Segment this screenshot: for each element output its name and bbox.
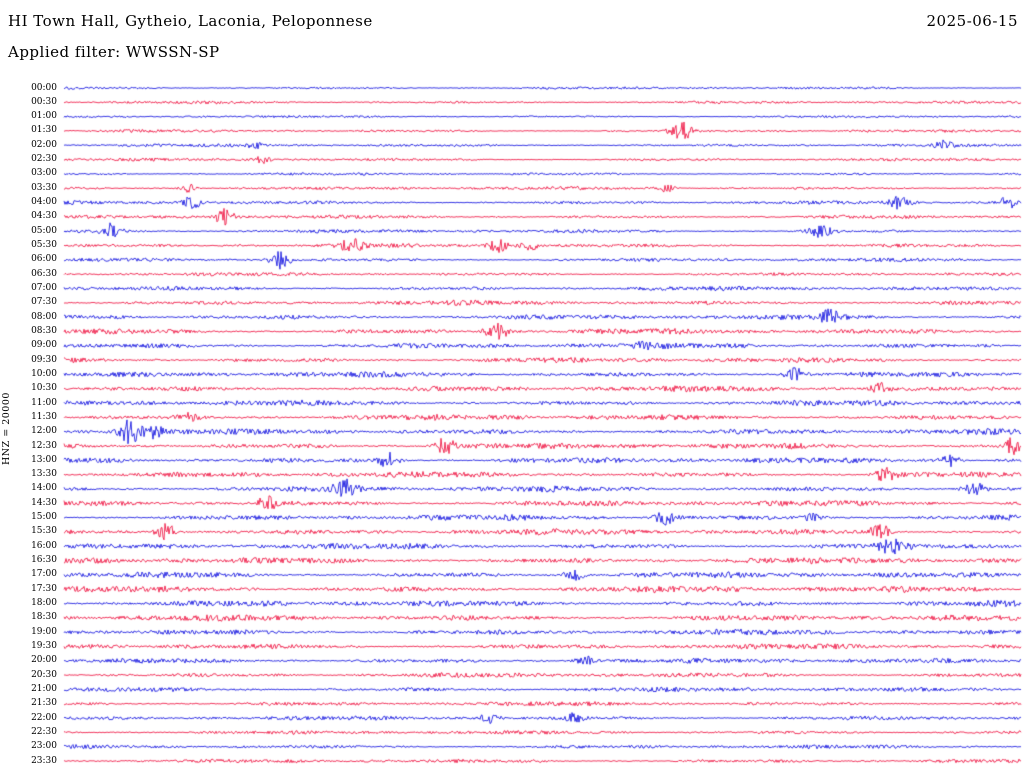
time-label: 07:00	[31, 282, 57, 293]
time-label: 02:30	[31, 154, 57, 165]
time-label: 12:00	[31, 426, 57, 437]
time-label: 20:30	[31, 669, 57, 680]
time-label: 09:00	[31, 340, 57, 351]
time-label: 20:00	[31, 655, 57, 666]
time-label: 22:00	[31, 712, 57, 723]
time-label: 15:30	[31, 526, 57, 537]
time-label: 05:30	[31, 240, 57, 251]
time-label: 10:00	[31, 368, 57, 379]
time-label: 01:30	[31, 125, 57, 136]
time-label: 10:30	[31, 383, 57, 394]
time-label: 07:30	[31, 297, 57, 308]
time-label: 03:00	[31, 168, 57, 179]
time-label: 11:30	[31, 411, 57, 422]
time-label: 03:30	[31, 182, 57, 193]
time-label: 15:00	[31, 512, 57, 523]
time-label: 19:30	[31, 640, 57, 651]
time-label: 06:00	[31, 254, 57, 265]
time-label: 02:00	[31, 139, 57, 150]
time-label: 13:00	[31, 454, 57, 465]
time-label: 17:30	[31, 583, 57, 594]
time-label: 00:30	[31, 96, 57, 107]
time-label: 23:30	[31, 755, 57, 766]
time-label: 04:30	[31, 211, 57, 222]
time-label: 11:00	[31, 397, 57, 408]
time-label: 08:00	[31, 311, 57, 322]
time-label: 04:00	[31, 197, 57, 208]
time-label: 13:30	[31, 469, 57, 480]
time-label: 19:00	[31, 626, 57, 637]
time-label: 00:00	[31, 82, 57, 93]
time-label: 23:00	[31, 741, 57, 752]
time-label: 18:30	[31, 612, 57, 623]
time-label: 01:00	[31, 111, 57, 122]
time-label: 16:30	[31, 555, 57, 566]
time-label: 14:30	[31, 497, 57, 508]
time-label: 05:00	[31, 225, 57, 236]
time-label: 08:30	[31, 325, 57, 336]
time-label: 14:00	[31, 483, 57, 494]
time-label: 17:00	[31, 569, 57, 580]
time-label: 09:30	[31, 354, 57, 365]
time-label: 18:00	[31, 598, 57, 609]
time-label: 12:30	[31, 440, 57, 451]
time-label: 21:00	[31, 683, 57, 694]
time-label-column: 00:00 00:30 01:00 01:30 02:00 02:30 03:00 03:30…	[0, 0, 60, 780]
time-label: 22:30	[31, 726, 57, 737]
time-label: 21:30	[31, 698, 57, 709]
time-label: 06:30	[31, 268, 57, 279]
time-label: 16:00	[31, 540, 57, 551]
